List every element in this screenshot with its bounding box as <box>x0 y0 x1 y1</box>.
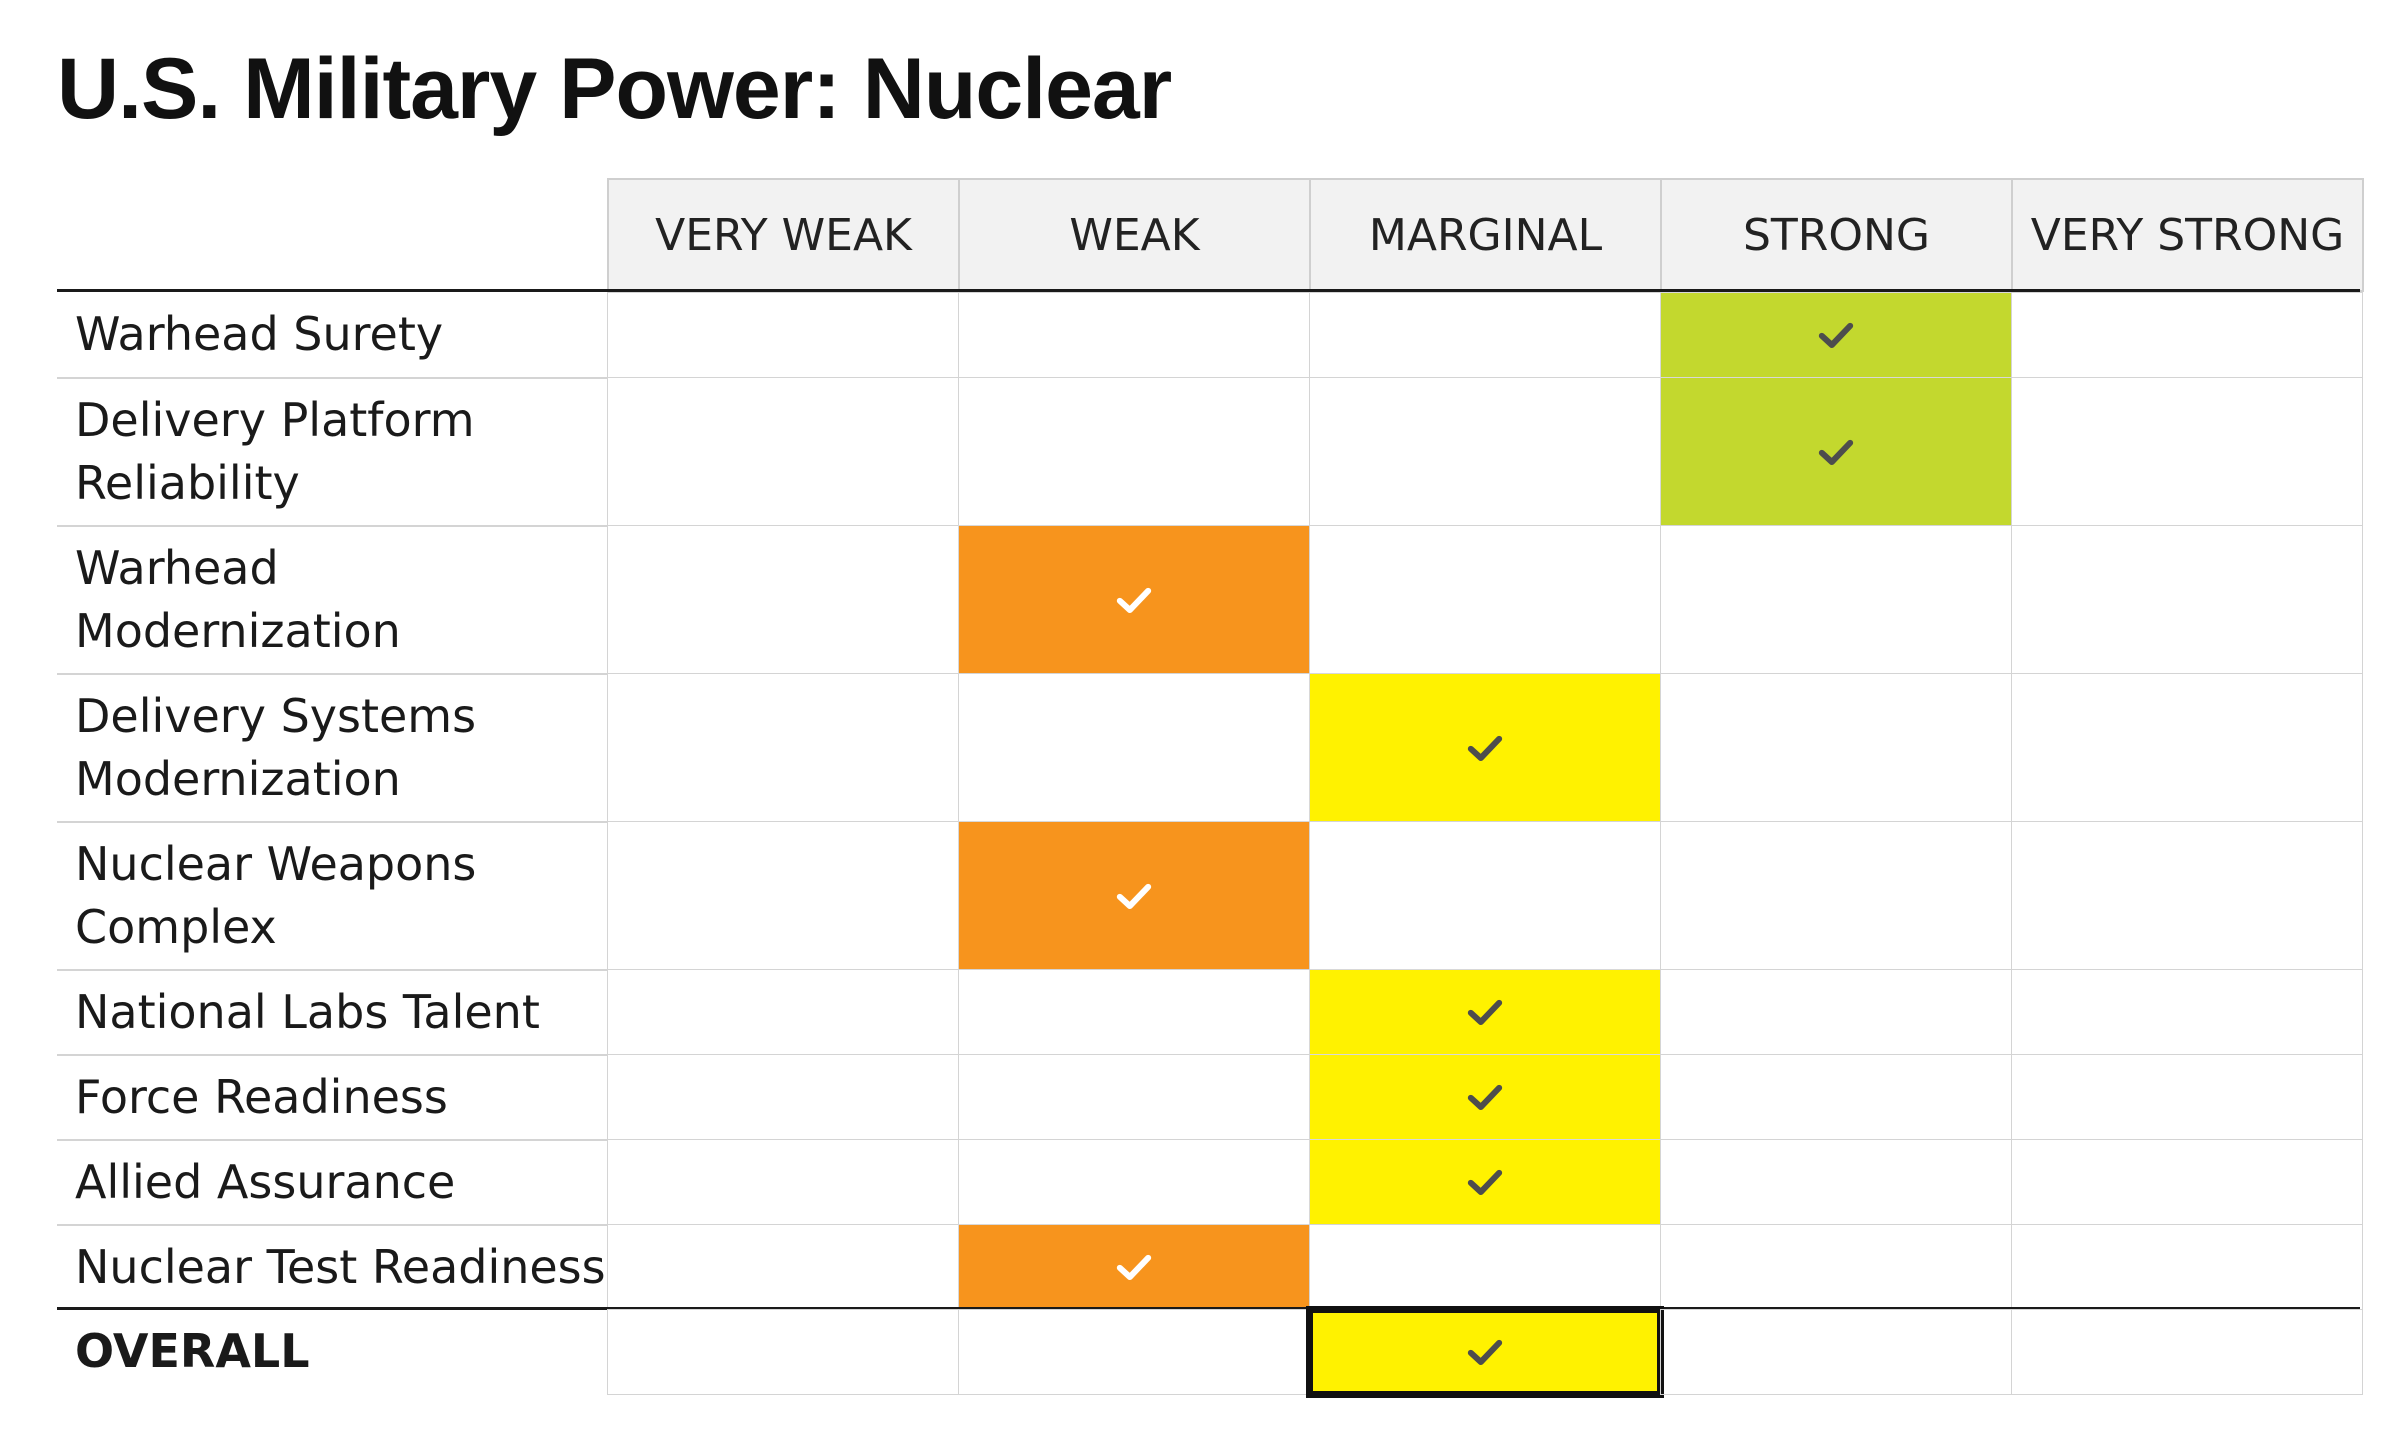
warhead-surety-cell-weak <box>958 292 1310 378</box>
delivery-systems-modernization-cell-very-strong <box>2011 673 2363 822</box>
row-label-text: Nuclear Test Readiness <box>75 1240 606 1294</box>
delivery-systems-modernization-cell-strong <box>1660 673 2012 822</box>
header-divider <box>57 289 2360 292</box>
nuclear-test-readiness-cell-marginal <box>1309 1224 1661 1310</box>
overall-cell-very-weak <box>607 1309 959 1395</box>
row-label-warhead-modernization: Warhead Modernization <box>57 525 607 673</box>
warhead-modernization-cell-very-strong <box>2011 525 2363 674</box>
row-label-text: Delivery Platform Reliability <box>75 393 475 510</box>
warhead-surety-cell-strong <box>1660 292 2012 378</box>
allied-assurance-cell-marginal <box>1309 1139 1661 1225</box>
nuclear-weapons-complex-cell-marginal <box>1309 821 1661 970</box>
warhead-surety-cell-very-weak <box>607 292 959 378</box>
force-readiness-cell-marginal <box>1309 1054 1661 1140</box>
nuclear-weapons-complex-cell-strong <box>1660 821 2012 970</box>
warhead-modernization-cell-very-weak <box>607 525 959 674</box>
chart-title: U.S. Military Power: Nuclear <box>57 41 1172 137</box>
row-label-warhead-surety: Warhead Surety <box>57 292 607 377</box>
warhead-surety-cell-marginal <box>1309 292 1661 378</box>
warhead-modernization-cell-strong <box>1660 525 2012 674</box>
overall-label: OVERALL <box>57 1309 607 1394</box>
column-header-weak: WEAK <box>958 178 1311 292</box>
row-label-text: Delivery Systems Modernization <box>75 689 477 806</box>
check-icon <box>1467 735 1503 761</box>
row-label-text: Warhead Surety <box>75 307 444 361</box>
row-label-text: Allied Assurance <box>75 1155 456 1209</box>
delivery-systems-modernization-cell-weak <box>958 673 1310 822</box>
national-labs-talent-cell-very-strong <box>2011 969 2363 1055</box>
delivery-platform-reliability-cell-marginal <box>1309 377 1661 526</box>
allied-assurance-cell-weak <box>958 1139 1310 1225</box>
row-label-nuclear-test-readiness: Nuclear Test Readiness <box>57 1224 607 1309</box>
nuclear-weapons-complex-cell-very-weak <box>607 821 959 970</box>
delivery-systems-modernization-cell-very-weak <box>607 673 959 822</box>
row-label-text: National Labs Talent <box>75 985 540 1039</box>
check-icon <box>1467 999 1503 1025</box>
nuclear-test-readiness-cell-weak <box>958 1224 1310 1310</box>
national-labs-talent-cell-strong <box>1660 969 2012 1055</box>
nuclear-weapons-complex-cell-weak <box>958 821 1310 970</box>
delivery-platform-reliability-cell-weak <box>958 377 1310 526</box>
column-header-marginal: MARGINAL <box>1309 178 1662 292</box>
overall-cell-weak <box>958 1309 1310 1395</box>
force-readiness-cell-weak <box>958 1054 1310 1140</box>
column-header-strong: STRONG <box>1660 178 2013 292</box>
national-labs-talent-cell-marginal <box>1309 969 1661 1055</box>
nuclear-weapons-complex-cell-very-strong <box>2011 821 2363 970</box>
check-icon <box>1818 439 1854 465</box>
warhead-surety-cell-very-strong <box>2011 292 2363 378</box>
allied-assurance-cell-very-weak <box>607 1139 959 1225</box>
check-icon <box>1467 1339 1503 1365</box>
row-label-nuclear-weapons-complex: Nuclear Weapons Complex <box>57 821 607 969</box>
column-header-very-weak: VERY WEAK <box>607 178 960 292</box>
allied-assurance-cell-strong <box>1660 1139 2012 1225</box>
row-label-text: OVERALL <box>75 1324 310 1378</box>
check-icon <box>1116 587 1152 613</box>
overall-cell-marginal <box>1306 1306 1664 1398</box>
warhead-modernization-cell-weak <box>958 525 1310 674</box>
allied-assurance-cell-very-strong <box>2011 1139 2363 1225</box>
row-label-text: Warhead Modernization <box>75 541 401 658</box>
delivery-platform-reliability-cell-strong <box>1660 377 2012 526</box>
check-icon <box>1818 322 1854 348</box>
national-labs-talent-cell-very-weak <box>607 969 959 1055</box>
column-header-very-strong: VERY STRONG <box>2011 178 2364 292</box>
force-readiness-cell-very-weak <box>607 1054 959 1140</box>
nuclear-test-readiness-cell-very-strong <box>2011 1224 2363 1310</box>
nuclear-test-readiness-cell-strong <box>1660 1224 2012 1310</box>
delivery-systems-modernization-cell-marginal <box>1309 673 1661 822</box>
overall-cell-very-strong <box>2011 1309 2363 1395</box>
row-label-text: Force Readiness <box>75 1070 448 1124</box>
delivery-platform-reliability-cell-very-strong <box>2011 377 2363 526</box>
national-labs-talent-cell-weak <box>958 969 1310 1055</box>
check-icon <box>1116 883 1152 909</box>
row-label-text: Nuclear Weapons Complex <box>75 837 477 954</box>
overall-divider <box>57 1307 2360 1310</box>
check-icon <box>1467 1169 1503 1195</box>
overall-cell-strong <box>1660 1309 2012 1395</box>
row-label-allied-assurance: Allied Assurance <box>57 1139 607 1224</box>
row-label-delivery-systems-modernization: Delivery Systems Modernization <box>57 673 607 821</box>
nuclear-test-readiness-cell-very-weak <box>607 1224 959 1310</box>
row-label-force-readiness: Force Readiness <box>57 1054 607 1139</box>
check-icon <box>1467 1084 1503 1110</box>
delivery-platform-reliability-cell-very-weak <box>607 377 959 526</box>
check-icon <box>1116 1254 1152 1280</box>
force-readiness-cell-strong <box>1660 1054 2012 1140</box>
row-label-delivery-platform-reliability: Delivery Platform Reliability <box>57 377 607 525</box>
force-readiness-cell-very-strong <box>2011 1054 2363 1140</box>
row-label-national-labs-talent: National Labs Talent <box>57 969 607 1054</box>
warhead-modernization-cell-marginal <box>1309 525 1661 674</box>
